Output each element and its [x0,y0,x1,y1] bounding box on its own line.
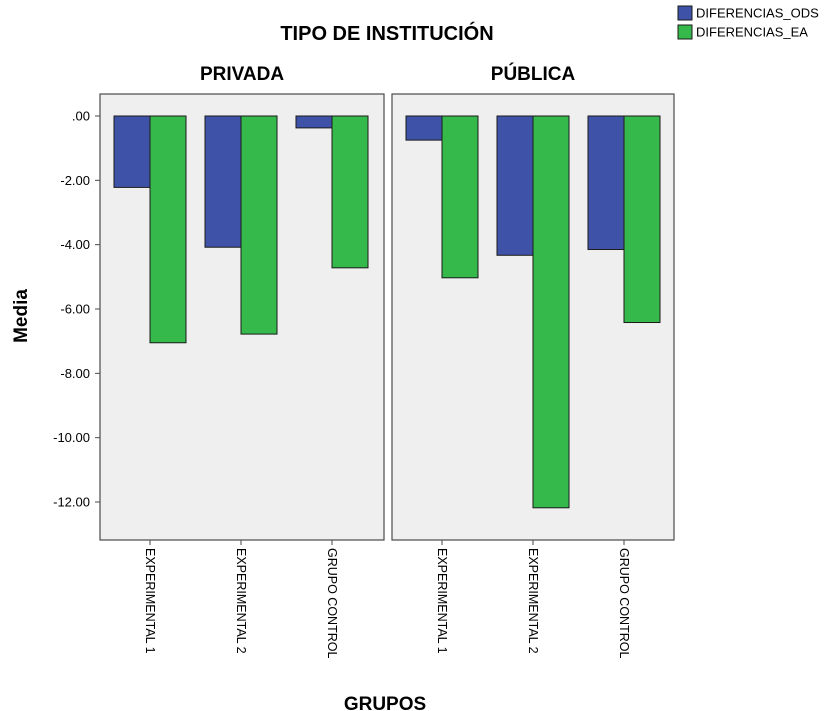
bar-diferencias-ea [240,115,278,335]
bar-diferencias-ea [441,115,479,279]
y-axis-label: Media [11,289,32,343]
bar-diferencias-ods [587,115,625,250]
chart-title: TIPO DE INSTITUCIÓN [280,21,493,45]
panel-privada: PRIVADA EXPERIMENTAL 1 EXPERIMENTAL 2 GRUPO… [99,64,385,658]
y-tick-label: .00 [72,109,90,124]
legend-swatch-diferencias-ods [677,5,693,21]
panel-label: PÚBLICA [491,63,576,85]
legend-swatch-diferencias-ea [677,24,693,40]
x-axis-label: GRUPOS [344,694,426,711]
panel-publica: PÚBLICA EXPERIMENTAL 1 EXPERIMENTAL 2 GRUPO… [391,63,675,658]
x-tick-label: EXPERIMENTAL 2 [234,548,248,654]
y-tick-label: -6.00 [60,302,90,317]
bar-diferencias-ods [113,115,151,188]
bar-diferencias-ods [496,115,534,256]
bar-diferencias-ods [405,115,443,141]
legend-label: DIFERENCIAS_ODS [696,6,819,21]
y-tick-label: -12.00 [53,495,90,510]
bar-diferencias-ea [532,115,570,509]
bar-diferencias-ods [204,115,242,248]
panel-label: PRIVADA [200,64,284,85]
bar-diferencias-ea [623,115,661,324]
y-tick-label: -10.00 [53,430,90,445]
x-tick-label: GRUPO CONTROL [617,548,631,658]
bar-diferencias-ea [331,115,369,269]
x-tick-label: GRUPO CONTROL [325,548,339,658]
x-tick-label: EXPERIMENTAL 1 [143,548,157,654]
legend-label: DIFERENCIAS_EA [696,25,808,40]
y-tick-label: -8.00 [60,366,90,381]
x-tick-label: EXPERIMENTAL 2 [526,548,540,654]
x-tick-label: EXPERIMENTAL 1 [435,548,449,654]
bar-diferencias-ea [149,115,187,344]
y-tick-label: -4.00 [60,237,90,252]
bar-diferencias-ods [295,115,333,129]
legend: DIFERENCIAS_ODS DIFERENCIAS_EA [677,5,819,40]
y-tick-label: -2.00 [60,173,90,188]
